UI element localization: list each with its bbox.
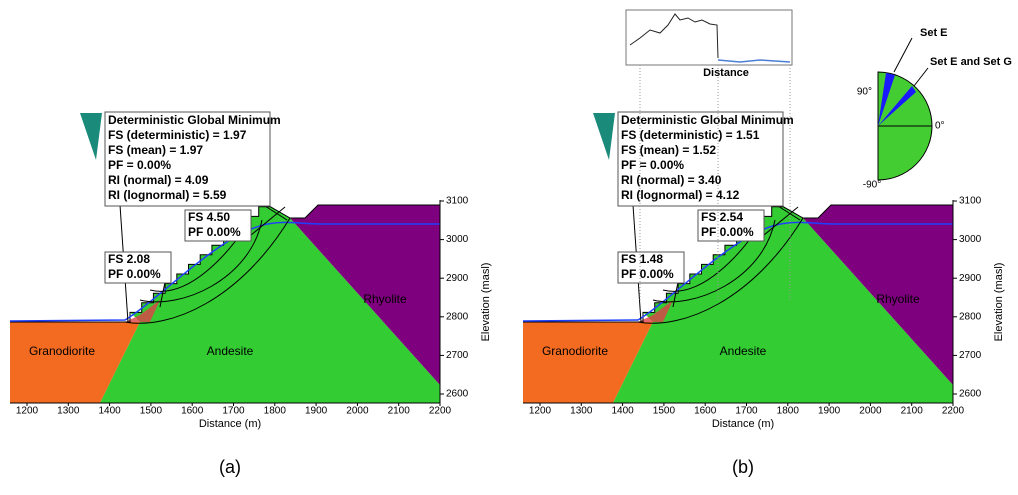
y-tick-label: 2900 — [959, 273, 982, 284]
info-line: PF = 0.00% — [621, 158, 684, 172]
stereo-label: 0° — [935, 121, 945, 132]
y-tick-label: 2600 — [959, 389, 982, 400]
unit-label: Granodiorite — [542, 344, 608, 358]
y-tick-label: 3100 — [959, 196, 982, 207]
info-line: FS (mean) = 1.97 — [108, 143, 203, 157]
panel-label: (b) — [732, 457, 754, 477]
arrow — [914, 68, 928, 86]
x-axis-title: Distance (m) — [199, 418, 261, 430]
x-tick-label: 1400 — [611, 406, 634, 417]
x-tick-label: 2200 — [429, 406, 452, 417]
x-tick-label: 1300 — [57, 406, 80, 417]
y-axis-title: Elevation (masl) — [993, 263, 1005, 342]
x-tick-label: 2100 — [388, 406, 411, 417]
x-tick-label: 1800 — [264, 406, 287, 417]
y-tick-label: 2600 — [446, 389, 469, 400]
info-title: Deterministic Global Minimum — [108, 113, 281, 127]
x-tick-label: 1800 — [777, 406, 800, 417]
info-line: RI (lognormal) = 5.59 — [108, 188, 227, 202]
y-tick-label: 3000 — [446, 234, 469, 245]
x-tick-label: 1700 — [735, 406, 758, 417]
info-line: FS (deterministic) = 1.51 — [621, 128, 760, 142]
x-tick-label: 1700 — [222, 406, 245, 417]
set-label: Set E — [920, 27, 948, 39]
panel: 1200 1300 1400 1500 1600 1700 1800 1900 2000 2100… — [10, 112, 492, 477]
inset-title: Distance — [703, 67, 749, 79]
x-tick-label: 1200 — [16, 406, 39, 417]
y-tick-label: 2800 — [446, 311, 469, 322]
unit-label: Andesite — [720, 344, 767, 358]
x-tick-label: 1500 — [653, 406, 676, 417]
figure: 1200 1300 1400 1500 1600 1700 1800 1900 2000 2100… — [0, 0, 1018, 490]
stereo-label: 90° — [857, 87, 872, 98]
y-tick-label: 3000 — [959, 234, 982, 245]
y-tick-label: 2900 — [446, 273, 469, 284]
y-tick-label: 2700 — [446, 350, 469, 361]
set-label: Set E and Set G — [930, 56, 1012, 68]
callout-line: PF 0.00% — [188, 225, 241, 239]
panel-label: (a) — [219, 457, 241, 477]
info-line: RI (lognormal) = 4.12 — [621, 188, 740, 202]
inset-box — [626, 10, 792, 65]
unit-label: Andesite — [207, 344, 254, 358]
x-tick-label: 1500 — [140, 406, 163, 417]
x-tick-label: 1300 — [570, 406, 593, 417]
info-title: Deterministic Global Minimum — [621, 113, 794, 127]
callout-line: PF 0.00% — [701, 225, 754, 239]
info-line: RI (normal) = 4.09 — [108, 173, 209, 187]
callout-line: PF 0.00% — [108, 267, 161, 281]
y-tick-label: 2800 — [959, 311, 982, 322]
y-axis-title: Elevation (masl) — [480, 263, 492, 342]
teal-icon — [593, 113, 615, 160]
callout-line: FS 4.50 — [188, 210, 230, 224]
x-axis-title: Distance (m) — [712, 418, 774, 430]
callout-line: FS 2.54 — [701, 210, 743, 224]
x-tick-label: 1900 — [305, 406, 328, 417]
x-tick-label: 1600 — [694, 406, 717, 417]
arrow — [894, 38, 912, 72]
info-line: RI (normal) = 3.40 — [621, 173, 722, 187]
unit-label: Rhyolite — [876, 292, 920, 306]
x-tick-label: 1400 — [98, 406, 121, 417]
callout-line: FS 2.08 — [108, 252, 150, 266]
info-line: PF = 0.00% — [108, 158, 171, 172]
x-tick-label: 2000 — [346, 406, 369, 417]
x-tick-label: 1900 — [818, 406, 841, 417]
teal-icon — [80, 113, 102, 160]
x-tick-label: 2200 — [942, 406, 965, 417]
x-tick-label: 2000 — [859, 406, 882, 417]
callout-line: FS 1.48 — [621, 252, 663, 266]
panel: 1200 1300 1400 1500 1600 1700 1800 1900 2000 2100… — [523, 112, 1005, 477]
y-tick-label: 3100 — [446, 196, 469, 207]
info-line: FS (mean) = 1.52 — [621, 143, 716, 157]
unit-label: Granodiorite — [29, 344, 95, 358]
callout-line: PF 0.00% — [621, 267, 674, 281]
info-line: FS (deterministic) = 1.97 — [108, 128, 247, 142]
x-tick-label: 2100 — [901, 406, 924, 417]
y-tick-label: 2700 — [959, 350, 982, 361]
unit-label: Rhyolite — [363, 292, 407, 306]
stereo-label: -90° — [863, 180, 881, 191]
x-tick-label: 1200 — [529, 406, 552, 417]
x-tick-label: 1600 — [181, 406, 204, 417]
